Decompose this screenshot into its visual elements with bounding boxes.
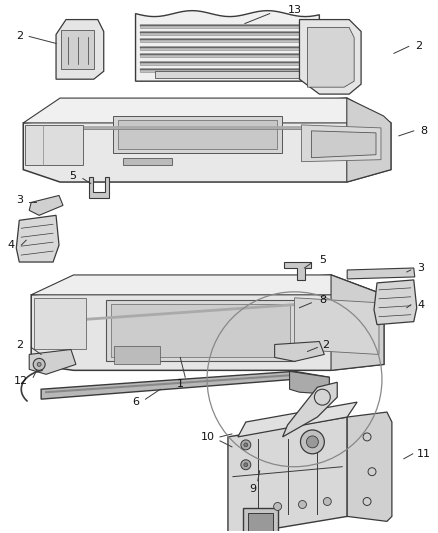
Text: 4: 4	[8, 240, 15, 250]
Circle shape	[307, 436, 318, 448]
Polygon shape	[123, 158, 172, 165]
Polygon shape	[31, 275, 384, 370]
Polygon shape	[23, 98, 391, 123]
Text: 3: 3	[417, 263, 424, 273]
Polygon shape	[294, 298, 379, 354]
Polygon shape	[118, 120, 277, 149]
Text: 5: 5	[70, 171, 77, 181]
Polygon shape	[106, 300, 294, 361]
Polygon shape	[34, 298, 86, 350]
Polygon shape	[140, 46, 315, 50]
Polygon shape	[374, 280, 417, 325]
Polygon shape	[140, 31, 315, 35]
Circle shape	[298, 500, 307, 508]
Polygon shape	[311, 131, 376, 158]
Text: 2: 2	[16, 31, 23, 42]
Circle shape	[244, 443, 248, 447]
Text: 13: 13	[287, 5, 301, 14]
Text: 2: 2	[322, 340, 329, 350]
Polygon shape	[300, 20, 361, 94]
Polygon shape	[114, 346, 160, 365]
Polygon shape	[283, 382, 337, 437]
Polygon shape	[275, 342, 324, 361]
Text: 8: 8	[420, 126, 427, 136]
Circle shape	[300, 430, 324, 454]
Text: 1: 1	[177, 379, 184, 389]
Circle shape	[241, 460, 251, 470]
Polygon shape	[290, 372, 329, 394]
Circle shape	[33, 358, 45, 370]
Polygon shape	[56, 20, 104, 79]
Polygon shape	[140, 61, 315, 65]
Polygon shape	[301, 125, 381, 161]
Circle shape	[323, 497, 331, 505]
Polygon shape	[25, 125, 83, 165]
Text: 9: 9	[249, 483, 256, 494]
Text: 12: 12	[14, 376, 28, 386]
Polygon shape	[29, 350, 76, 374]
Bar	[248, 513, 273, 533]
Text: 11: 11	[417, 449, 431, 459]
Polygon shape	[31, 275, 384, 295]
Polygon shape	[113, 116, 282, 153]
Polygon shape	[347, 98, 391, 182]
Circle shape	[244, 463, 248, 467]
Polygon shape	[140, 68, 315, 72]
Circle shape	[274, 503, 282, 511]
Polygon shape	[347, 412, 392, 521]
Text: 3: 3	[16, 196, 23, 205]
Polygon shape	[283, 262, 311, 280]
Polygon shape	[140, 53, 315, 58]
Text: 2: 2	[415, 42, 422, 51]
Text: 8: 8	[319, 295, 326, 305]
Bar	[243, 508, 278, 533]
Polygon shape	[307, 28, 354, 87]
Polygon shape	[228, 417, 347, 533]
Polygon shape	[135, 11, 319, 81]
Circle shape	[241, 440, 251, 450]
Polygon shape	[23, 98, 391, 182]
Text: 2: 2	[16, 340, 23, 350]
Text: 4: 4	[417, 300, 424, 310]
Text: 5: 5	[319, 255, 326, 265]
Polygon shape	[111, 304, 290, 358]
Polygon shape	[155, 71, 300, 78]
Text: 6: 6	[132, 397, 139, 407]
Polygon shape	[140, 38, 315, 43]
Polygon shape	[331, 275, 384, 370]
Polygon shape	[29, 196, 63, 215]
Polygon shape	[347, 268, 415, 279]
Polygon shape	[41, 372, 329, 399]
Polygon shape	[89, 176, 109, 198]
Text: 10: 10	[201, 432, 215, 442]
Polygon shape	[140, 23, 315, 28]
Polygon shape	[61, 29, 94, 69]
Polygon shape	[238, 402, 357, 437]
Circle shape	[37, 362, 41, 366]
Polygon shape	[16, 215, 59, 262]
